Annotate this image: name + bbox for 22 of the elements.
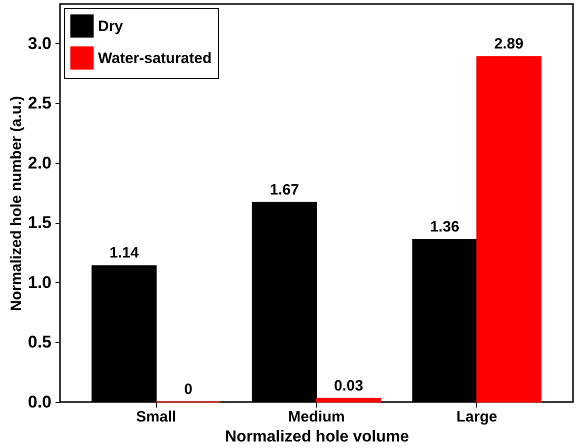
y-tick-label: 3.0 <box>28 34 52 53</box>
y-tick-label: 2.5 <box>28 94 52 113</box>
y-axis-title: Normalized hole number (a.u.) <box>8 96 25 312</box>
x-tick-label: Medium <box>288 408 345 426</box>
legend-label: Water-saturated <box>98 50 212 67</box>
y-tick-label: 1.0 <box>28 272 52 292</box>
data-label: 0 <box>184 381 192 398</box>
x-tick-label: Small <box>136 408 176 426</box>
data-label: 1.67 <box>270 181 300 198</box>
data-label: 1.36 <box>430 218 460 236</box>
data-label: 1.14 <box>110 244 140 262</box>
y-tick-label: 0.0 <box>28 392 52 412</box>
bar <box>476 56 542 402</box>
x-tick-label: Large <box>456 408 498 426</box>
y-tick-label: 2.0 <box>28 153 52 172</box>
data-label: 2.89 <box>494 36 524 53</box>
bar <box>316 398 382 402</box>
y-tick-label: 0.5 <box>28 332 52 352</box>
x-axis-title: Normalized hole volume <box>224 428 410 446</box>
data-label: 0.03 <box>334 377 364 394</box>
legend-label: Dry <box>98 18 124 35</box>
y-tick-label: 1.5 <box>28 213 52 232</box>
